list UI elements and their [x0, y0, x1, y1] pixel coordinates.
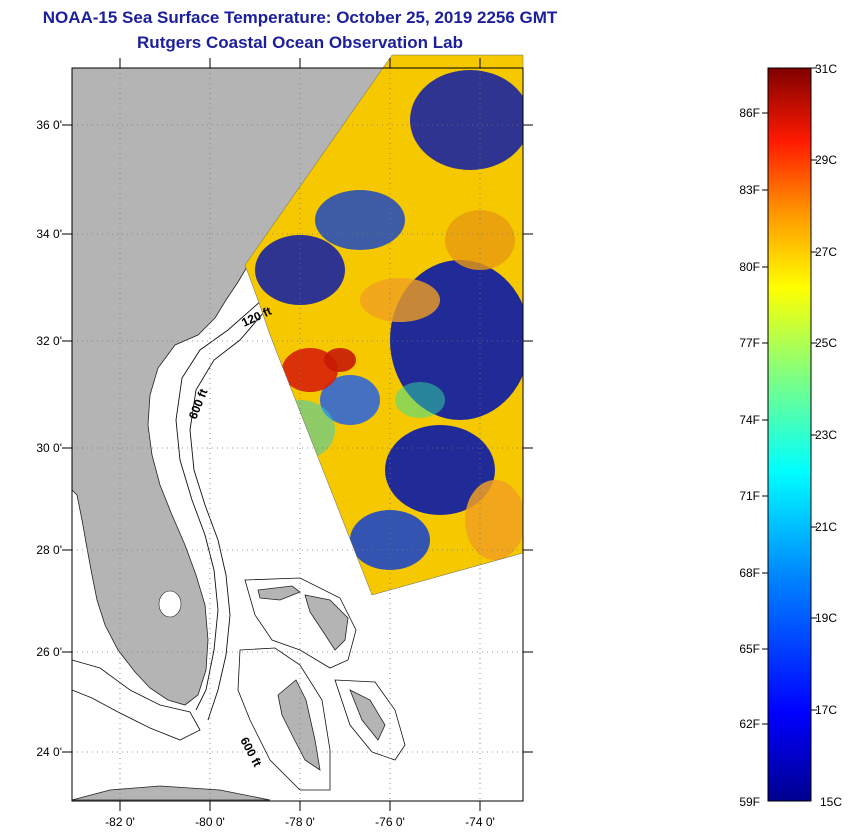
lat-label: 26 0' [36, 645, 62, 659]
contour-bahamas [237, 577, 406, 791]
land-bahamas-eleuthera [349, 689, 386, 741]
celsius-label: 19C [815, 611, 837, 625]
fahrenheit-label: 65F [739, 642, 760, 656]
lat-label: 30 0' [36, 441, 62, 455]
colorbar-fahrenheit-labels: 86F 83F 80F 77F 74F 71F 68F 65F 62F 59F [739, 106, 768, 809]
fahrenheit-label: 62F [739, 717, 760, 731]
celsius-label: 17C [815, 703, 837, 717]
contour-florida-keys [71, 659, 201, 741]
fahrenheit-label: 77F [739, 336, 760, 350]
map-grid [72, 68, 523, 801]
celsius-label: 25C [815, 336, 837, 350]
fahrenheit-label: 74F [739, 413, 760, 427]
lon-label: -76 0' [375, 815, 405, 829]
land-cuba [71, 785, 271, 801]
celsius-label: 21C [815, 520, 837, 534]
fahrenheit-label: 80F [739, 260, 760, 274]
fahrenheit-label: 59F [739, 795, 760, 809]
latitude-labels: 36 0' 34 0' 32 0' 30 0' 28 0' 26 0' 24 0… [36, 118, 62, 759]
lat-label: 34 0' [36, 227, 62, 241]
lat-label: 36 0' [36, 118, 62, 132]
map-subtitle: Rutgers Coastal Ocean Observation Lab [137, 33, 463, 52]
lon-label: -74 0' [465, 815, 495, 829]
frame-ticks [62, 58, 533, 811]
celsius-label: 23C [815, 428, 837, 442]
swath-outline [244, 54, 524, 596]
lake-okeechobee [158, 590, 182, 618]
lon-label: -78 0' [285, 815, 315, 829]
lat-label: 28 0' [36, 543, 62, 557]
fahrenheit-label: 68F [739, 566, 760, 580]
map-title: NOAA-15 Sea Surface Temperature: October… [42, 8, 558, 27]
fahrenheit-label: 71F [739, 489, 760, 503]
fahrenheit-label: 83F [739, 183, 760, 197]
land-bahamas-abaco [304, 594, 349, 651]
lon-label: -80 0' [195, 815, 225, 829]
longitude-labels: -82 0' -80 0' -78 0' -76 0' -74 0' [105, 815, 495, 829]
colorbar [767, 67, 812, 802]
colorbar-celsius-labels: 31C 29C 27C 25C 23C 21C 19C 17C 15C [811, 62, 842, 809]
celsius-label: 27C [815, 245, 837, 259]
celsius-label: 31C [815, 62, 837, 76]
map-border [71, 67, 524, 802]
lon-label: -82 0' [105, 815, 135, 829]
land-bahamas-andros [277, 679, 321, 771]
celsius-label: 15C [820, 795, 842, 809]
lat-label: 32 0' [36, 334, 62, 348]
celsius-label: 29C [815, 153, 837, 167]
fahrenheit-label: 86F [739, 106, 760, 120]
land-bahamas-grand [257, 585, 301, 601]
lat-label: 24 0' [36, 745, 62, 759]
